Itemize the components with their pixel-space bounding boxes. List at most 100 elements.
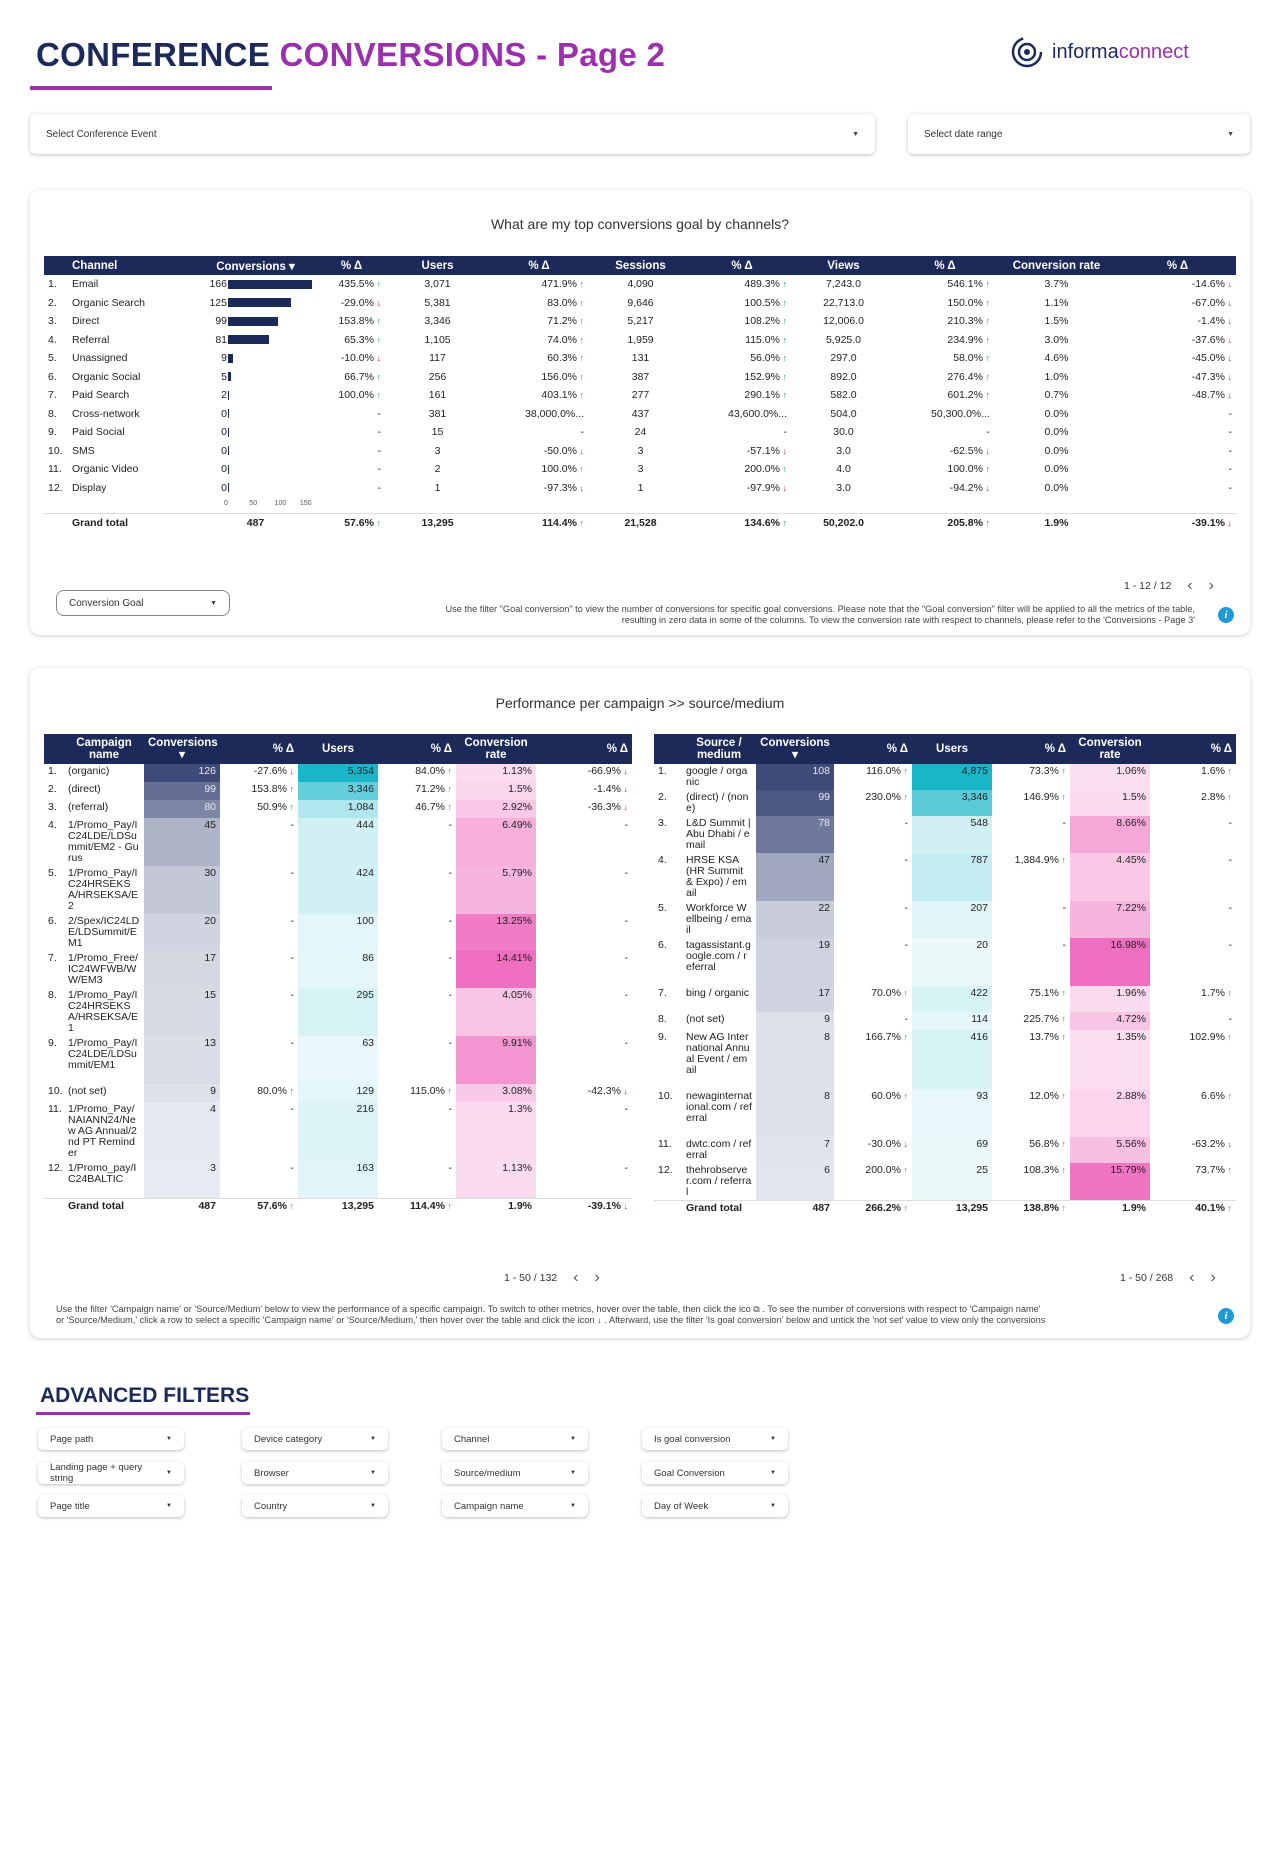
column-header[interactable]: Conversion rate (1070, 734, 1150, 764)
table-row[interactable]: 12. 1/Promo_pay/IC24BALTIC 3-163-1.13% - (44, 1161, 632, 1198)
column-header[interactable]: Conversion rate (456, 734, 536, 764)
users-delta: - (992, 938, 1070, 986)
table-row[interactable]: 12. thehrobserver.com / referral 6 200.0% ↑… (654, 1163, 1236, 1200)
table-row[interactable]: 5. 1/Promo_Pay/IC24HRSEKSA/HRSEKSA/E2 30-4… (44, 866, 632, 914)
filter-page-path[interactable]: Page path ▼ (38, 1428, 184, 1450)
filter-browser[interactable]: Browser ▼ (242, 1462, 388, 1484)
column-header[interactable]: % Δ (536, 734, 632, 764)
column-header[interactable]: Channel (68, 256, 193, 275)
table-row[interactable]: 10. (not set) 9 80.0% ↑ 129 115.0% ↑ 3.08% -42.… (44, 1084, 632, 1102)
conversion-rate-delta-value: - (1228, 902, 1233, 914)
table-row[interactable]: 12. Display 0 - 1 -97.3% ↓ 1 -97.9% ↓ 3.0 -94.2% … (44, 479, 1236, 498)
next-page-icon[interactable]: › (1208, 577, 1214, 594)
table-row[interactable]: 7. 1/Promo_Free/IC24WFWB/WW/EM3 17-86-14.4… (44, 951, 632, 988)
channels-table[interactable]: Channel Conversions ▾% Δ Users% Δ Sessions%… (44, 256, 1236, 533)
column-header[interactable]: Sessions (588, 256, 693, 275)
column-header[interactable]: % Δ (693, 256, 791, 275)
column-header[interactable]: % Δ (378, 734, 456, 764)
arrow-up-icon: ↑ (982, 316, 990, 327)
table-row[interactable]: 6. 2/Spex/IC24LDE/LDSummit/EM1 20-100-13.2… (44, 914, 632, 951)
table-row[interactable]: 11. 1/Promo_Pay/NAIANN24/New AG Annual/2n… (44, 1102, 632, 1161)
table-row[interactable]: 1. Email 166 435.5% ↑ 3,071 471.9% ↑ 4,090 489.… (44, 275, 1236, 294)
table-row[interactable]: 8. Cross-network 0 - 381 38,000.0%... 437 43,60… (44, 405, 1236, 424)
chevron-down-icon: ▼ (1227, 130, 1234, 138)
column-header[interactable]: % Δ (318, 256, 385, 275)
column-header[interactable]: Campaign name (64, 734, 144, 764)
table-row[interactable]: 5. Workforce Wellbeing / email 22-207-7.22… (654, 901, 1236, 938)
filter-goal-conversion[interactable]: Goal Conversion ▼ (642, 1462, 788, 1484)
column-header[interactable]: Conversions ▾ (193, 256, 318, 275)
table-row[interactable]: 9. New AG International Annual Event / em… (654, 1030, 1236, 1089)
arrow-down-icon: ↓ (1224, 390, 1232, 401)
column-header[interactable]: % Δ (834, 734, 912, 764)
table-row[interactable]: 4. HRSE KSA (HR Summit & Expo) / email 47 -… (654, 853, 1236, 901)
table-row[interactable]: 7. Paid Search 2 100.0% ↑ 161 403.1% ↑ 277 290.… (44, 386, 1236, 405)
table-row[interactable]: 8. 1/Promo_Pay/IC24HRSEKSA/HRSEKSA/E1 15-2… (44, 988, 632, 1036)
filter-country[interactable]: Country ▼ (242, 1495, 388, 1517)
prev-page-icon[interactable]: ‹ (1189, 1269, 1195, 1286)
table-row[interactable]: 1. (organic) 126 -27.6% ↓ 5,354 84.0% ↑ 1.13% -… (44, 764, 632, 782)
filter-is-goal-conversion[interactable]: Is goal conversion ▼ (642, 1428, 788, 1450)
filter-day-of-week[interactable]: Day of Week ▼ (642, 1495, 788, 1517)
column-header[interactable]: Conversions ▾ (756, 734, 834, 764)
table-row[interactable]: 3. Direct 99 153.8% ↑ 3,346 71.2% ↑ 5,217 108.2… (44, 312, 1236, 331)
info-icon[interactable]: i (1218, 607, 1234, 623)
table-row[interactable]: 5. Unassigned 9 -10.0% ↓ 117 60.3% ↑ 131 56.0% … (44, 349, 1236, 368)
column-header[interactable]: % Δ (1119, 256, 1236, 275)
arrow-down-icon: ↓ (597, 1315, 602, 1325)
filter-source-medium[interactable]: Source/medium ▼ (442, 1462, 588, 1484)
column-header[interactable]: Views (791, 256, 896, 275)
filter-channel[interactable]: Channel ▼ (442, 1428, 588, 1450)
table-row[interactable]: 9. 1/Promo_Pay/IC24LDE/LDSummit/EM1 13-63-… (44, 1036, 632, 1084)
next-page-icon[interactable]: › (594, 1269, 600, 1286)
column-header[interactable]: % Δ (220, 734, 298, 764)
conversions-delta-value: 65.3% (344, 333, 374, 346)
table-row[interactable]: 2. (direct) / (none) 99 230.0% ↑ 3,346 146.9%… (654, 790, 1236, 816)
conference-event-select[interactable]: Select Conference Event ▼ (30, 114, 875, 154)
table-row[interactable]: 8. (not set) 9-114 225.7% ↑ 4.72% - (654, 1012, 1236, 1030)
column-header[interactable]: Users (385, 256, 490, 275)
prev-page-icon[interactable]: ‹ (573, 1269, 579, 1286)
column-header[interactable]: % Δ (992, 734, 1070, 764)
column-header[interactable]: Users (298, 734, 378, 764)
filter-page-title[interactable]: Page title ▼ (38, 1495, 184, 1517)
table-row[interactable]: 9. Paid Social 0 - 15 - 24 - 30.0 - 0.0% - (44, 423, 1236, 442)
column-header[interactable]: Conversions ▾ (144, 734, 220, 764)
conversion-goal-select[interactable]: Conversion Goal ▼ (56, 590, 230, 616)
table-row[interactable]: 3. (referral) 80 50.9% ↑ 1,084 46.7% ↑ 2.92% -3… (44, 800, 632, 818)
column-header[interactable]: Source / medium (682, 734, 756, 764)
conversion-rate-delta-value: - (624, 867, 629, 879)
prev-page-icon[interactable]: ‹ (1187, 577, 1193, 594)
table-row[interactable]: 4. 1/Promo_Pay/IC24LDE/LDSummit/EM2 - Gur… (44, 818, 632, 866)
table-row[interactable]: 4. Referral 81 65.3% ↑ 1,105 74.0% ↑ 1,959 115.… (44, 331, 1236, 350)
arrow-up-icon: ↑ (900, 1165, 908, 1175)
chevron-down-icon: ▼ (166, 1436, 172, 1442)
table-row[interactable]: 2. Organic Search 125 -29.0% ↓ 5,381 83.0% ↑ 9… (44, 294, 1236, 313)
column-header[interactable]: % Δ (490, 256, 588, 275)
conversions-delta: - (220, 1102, 298, 1161)
table-row[interactable]: 3. L&D Summit | Abu Dhabi / email 78-548-8… (654, 816, 1236, 853)
table-row[interactable]: 10. SMS 0 - 3 -50.0% ↓ 3 -57.1% ↓ 3.0 -62.5% ↓ 0.0… (44, 442, 1236, 461)
filter-campaign-name[interactable]: Campaign name ▼ (442, 1495, 588, 1517)
column-header[interactable]: % Δ (1150, 734, 1236, 764)
table-row[interactable]: 2. (direct) 99 153.8% ↑ 3,346 71.2% ↑ 1.5% -1.4… (44, 782, 632, 800)
table-row[interactable]: 6. tagassistant.google.com / referral 19-2… (654, 938, 1236, 986)
table-row[interactable]: 11. Organic Video 0 - 2 100.0% ↑ 3 200.0% ↑ 4.0 1… (44, 460, 1236, 479)
table-row[interactable]: 6. Organic Social 5 66.7% ↑ 256 156.0% ↑ 387 15… (44, 368, 1236, 387)
column-header[interactable]: Users (912, 734, 992, 764)
table-row[interactable]: 7. bing / organic 17 70.0% ↑ 422 75.1% ↑ 1.96%… (654, 986, 1236, 1012)
table-row[interactable]: 11. dwtc.com / referral 7 -30.0% ↓ 69 56.8% ↑… (654, 1137, 1236, 1163)
arrow-up-icon: ↑ (779, 297, 787, 308)
table-row[interactable]: 1. google / organic 108 116.0% ↑ 4,875 73.3% … (654, 764, 1236, 790)
table-row[interactable]: 10. newaginternational.com / referral 8 60.… (654, 1089, 1236, 1137)
info-icon[interactable]: i (1218, 1308, 1234, 1324)
date-range-select[interactable]: Select date range ▼ (908, 114, 1250, 154)
filter-landing-page-query-string[interactable]: Landing page + query string ▼ (38, 1462, 184, 1484)
next-page-icon[interactable]: › (1210, 1269, 1216, 1286)
column-header[interactable]: % Δ (896, 256, 994, 275)
conversion-rate-delta-value: 102.9% (1189, 1031, 1225, 1043)
filter-device-category[interactable]: Device category ▼ (242, 1428, 388, 1450)
campaign-table[interactable]: Campaign name Conversions ▾% Δ Users% Δ Con… (44, 734, 632, 1216)
column-header[interactable]: Conversion rate (994, 256, 1119, 275)
